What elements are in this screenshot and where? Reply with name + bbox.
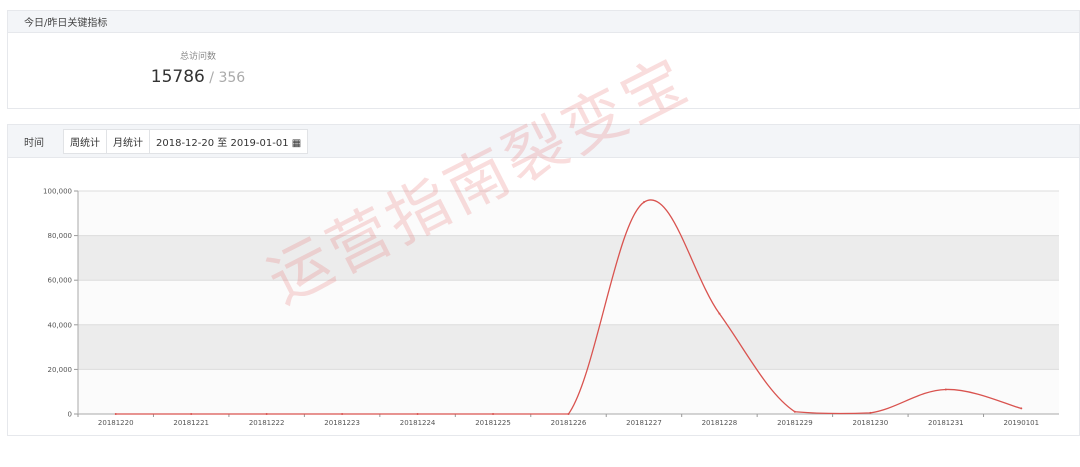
separator: / [204, 70, 219, 86]
total-visits-metric: 总访问数 15786 / 356 [148, 49, 248, 87]
x-tick-label: 20181220 [98, 419, 134, 427]
month-stats-button[interactable]: 月统计 [106, 128, 150, 154]
x-tick-label: 20181223 [324, 419, 360, 427]
x-tick-label: 20181227 [626, 419, 662, 427]
data-point [190, 413, 193, 415]
y-tick-label: 0 [68, 411, 72, 419]
y-tick-label: 40,000 [48, 321, 73, 329]
metric-label: 总访问数 [179, 52, 216, 62]
series-line [115, 199, 1022, 415]
line-chart: 0 20,000 40,000 60,000 80,000 100,000 20181220… [43, 188, 1059, 427]
today-value: 15786 [150, 67, 205, 87]
kpi-panel: 今日/昨日关键指标 总访问数 15786 / 356 [7, 10, 1080, 109]
grid-band [78, 324, 1059, 370]
data-point [492, 413, 495, 415]
chart-panel: 时间 周统计 月统计 2018-12-20 至 2019-01-01 ▦ 0 20… [7, 124, 1080, 436]
data-point [416, 413, 419, 415]
data-point [642, 201, 645, 204]
data-point [944, 388, 947, 391]
y-tick-label: 20,000 [48, 366, 73, 374]
data-point [265, 413, 268, 415]
date-range-text: 2018-12-20 至 2019-01-01 [156, 137, 289, 149]
x-tick-label: 20181221 [173, 419, 209, 427]
x-tick-label: 20190101 [1003, 419, 1039, 427]
x-tick-label: 20181229 [777, 419, 813, 427]
data-point [567, 413, 570, 415]
x-tick-label: 20181224 [400, 419, 436, 427]
data-point [341, 413, 344, 415]
grid-band [78, 369, 1059, 414]
data-point [114, 413, 117, 415]
data-point [869, 411, 872, 414]
data-point [718, 312, 721, 315]
grid-band [78, 191, 1059, 236]
date-range-picker[interactable]: 2018-12-20 至 2019-01-01 ▦ [149, 128, 309, 154]
week-stats-button[interactable]: 周统计 [63, 128, 107, 154]
grid-band [78, 280, 1059, 325]
y-tick-label: 100,000 [43, 188, 72, 196]
calendar-icon: ▦ [291, 137, 302, 149]
time-label: 时间 [24, 137, 44, 149]
grid-band [78, 235, 1059, 281]
yesterday-value: 356 [218, 70, 246, 86]
x-tick-label: 20181231 [928, 419, 964, 427]
x-tick-label: 20181226 [551, 419, 587, 427]
x-tick-label: 20181228 [702, 419, 738, 427]
x-tick-label: 20181230 [853, 419, 889, 427]
filter-bar: 时间 周统计 月统计 2018-12-20 至 2019-01-01 ▦ [8, 125, 1079, 158]
data-point [1020, 407, 1023, 410]
x-tick-label: 20181225 [475, 419, 511, 427]
data-point [793, 410, 796, 413]
y-tick-label: 80,000 [48, 232, 73, 240]
y-tick-label: 60,000 [48, 277, 73, 285]
x-tick-label: 20181222 [249, 419, 285, 427]
kpi-panel-title: 今日/昨日关键指标 [8, 11, 1079, 33]
